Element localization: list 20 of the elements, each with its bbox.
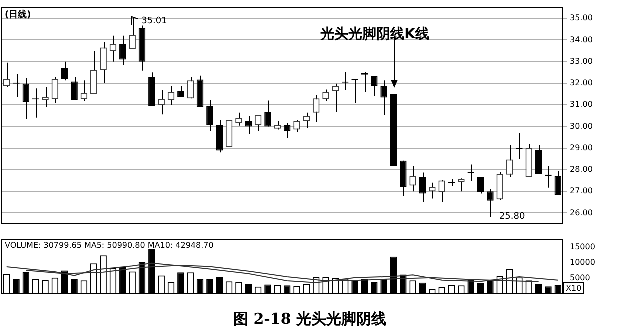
chart-subtitle: (日线) <box>5 10 32 21</box>
y-tick-label: 26.00 <box>570 208 593 218</box>
y-tick-label: 15000 <box>570 242 596 252</box>
y-tick-label: 28.00 <box>570 165 593 174</box>
text: X10 <box>566 284 582 294</box>
y-tick-label: 30.00 <box>570 122 593 131</box>
y-tick-label: 34.00 <box>570 35 593 44</box>
annotation: 35.01 <box>142 16 168 27</box>
y-tick-label: 10000 <box>570 258 596 268</box>
y-tick-label: 33.00 <box>570 56 593 66</box>
annotation: VOLUME: 30799.65 MA5: 50990.80 MA10: 42948.70 <box>5 240 214 250</box>
annotation: 光头光脚阴线K线 <box>320 26 430 42</box>
text: 图 2-18 光头光脚阴线 <box>232 310 388 327</box>
y-tick-label: 29.00 <box>570 143 593 152</box>
y-tick-label: 31.00 <box>570 100 593 110</box>
y-tick-label: 35.00 <box>570 14 593 23</box>
y-tick-label: 32.00 <box>570 78 593 88</box>
annotation: 25.80 <box>499 212 526 222</box>
y-tick-label: 5000 <box>570 274 590 283</box>
y-tick-label: 27.00 <box>570 186 593 196</box>
